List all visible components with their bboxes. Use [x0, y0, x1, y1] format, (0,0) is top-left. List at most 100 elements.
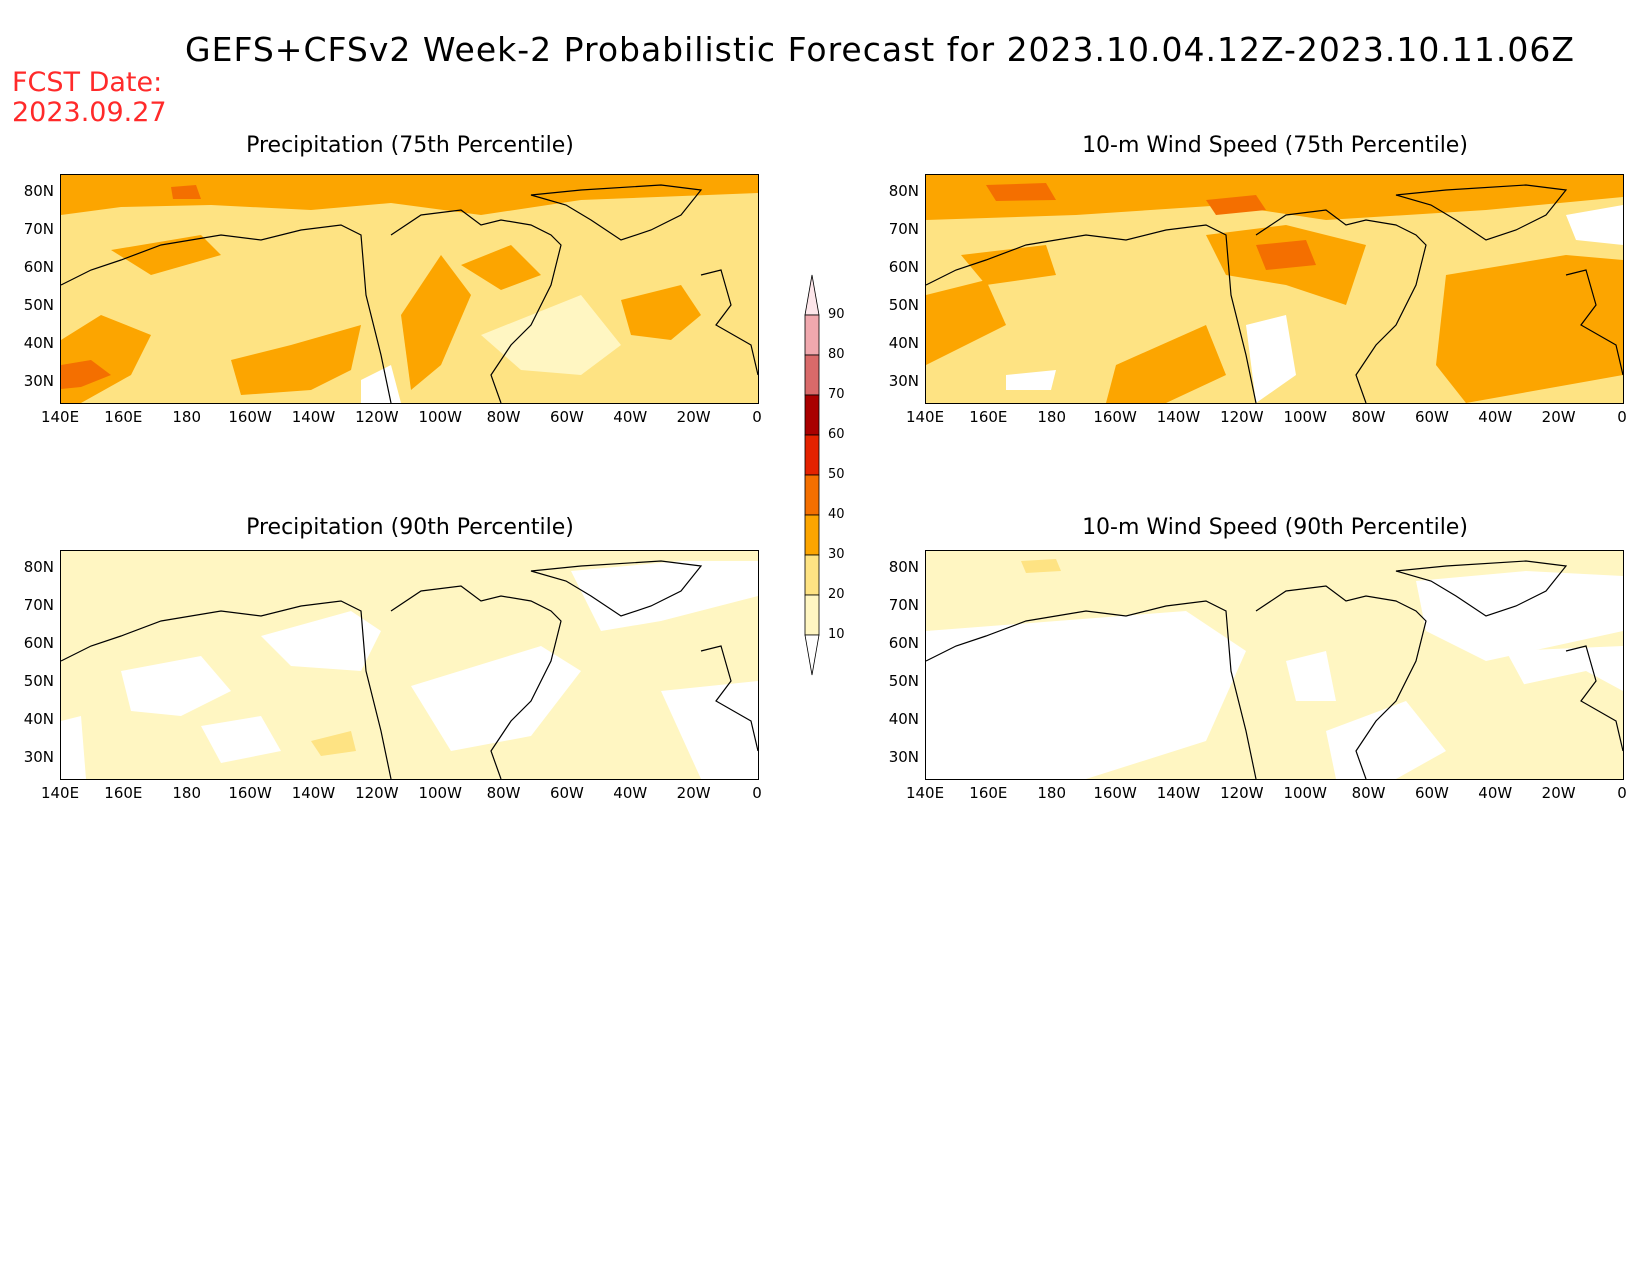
lat-tick-label: 30N: [888, 748, 919, 766]
lat-tick-label: 40N: [888, 334, 919, 352]
map-wind-90: [925, 550, 1624, 780]
probability-region: [926, 280, 1006, 365]
main-title: GEFS+CFSv2 Week-2 Probabilistic Forecast…: [185, 30, 1575, 69]
lon-tick-label: 160W: [228, 408, 272, 426]
lon-tick-label: 120W: [1220, 784, 1264, 802]
probability-region: [926, 611, 1246, 779]
forecast-date-value: 2023.09.27: [12, 97, 167, 128]
lat-tick-label: 60N: [23, 634, 54, 652]
probability-region: [171, 185, 201, 199]
probability-region: [411, 646, 581, 751]
lon-tick-label: 80W: [486, 408, 521, 426]
map-precip-90: [60, 550, 759, 780]
lat-tick-label: 70N: [888, 596, 919, 614]
probability-region: [1566, 205, 1623, 245]
lon-tick-label: 180: [172, 408, 202, 426]
panel-title-precip-90: Precipitation (90th Percentile): [246, 515, 574, 540]
lon-tick-label: 140E: [40, 784, 80, 802]
lon-tick-label: 40W: [613, 784, 648, 802]
map-precip-75: [60, 174, 759, 404]
lat-tick-label: 50N: [888, 672, 919, 690]
probability-region: [1106, 325, 1226, 403]
lon-tick-label: 140W: [1156, 784, 1201, 802]
lon-tick-label: 120W: [355, 408, 399, 426]
probability-region: [1206, 195, 1266, 215]
probability-region: [61, 360, 111, 389]
probability-region: [121, 656, 231, 716]
probability-region: [481, 295, 621, 375]
map-field: [926, 175, 1623, 403]
lon-tick-label: 160W: [228, 784, 272, 802]
lon-tick-label: 140E: [40, 408, 80, 426]
lon-tick-label: 0: [1617, 784, 1627, 802]
lon-tick-label: 140E: [905, 408, 945, 426]
lon-tick-label: 100W: [418, 408, 462, 426]
colorbar-segment: [804, 394, 820, 436]
lat-tick-label: 40N: [23, 334, 54, 352]
lat-tick-label: 60N: [888, 634, 919, 652]
probability-region: [261, 611, 381, 671]
colorbar-segment: [804, 514, 820, 556]
lon-tick-label: 80W: [1351, 784, 1386, 802]
lat-tick-label: 70N: [888, 220, 919, 238]
lat-tick-label: 80N: [23, 558, 54, 576]
probability-region: [1326, 701, 1446, 779]
colorbar-top-triangle: [804, 274, 820, 316]
colorbar-tick-label: 80: [828, 347, 845, 362]
lon-tick-label: 100W: [1283, 784, 1327, 802]
colorbar-tick-label: 30: [828, 547, 845, 562]
lon-tick-label: 60W: [549, 408, 584, 426]
colorbar: [804, 274, 820, 676]
probability-region: [111, 235, 221, 275]
probability-region: [1416, 571, 1623, 661]
lon-tick-label: 80W: [1351, 408, 1386, 426]
lat-tick-label: 80N: [888, 182, 919, 200]
lat-tick-label: 80N: [888, 558, 919, 576]
probability-region: [61, 175, 758, 215]
probability-region: [361, 365, 401, 403]
lon-tick-label: 40W: [1478, 408, 1513, 426]
lat-tick-label: 30N: [23, 748, 54, 766]
lon-tick-label: 60W: [1414, 784, 1449, 802]
lon-tick-label: 20W: [1541, 408, 1576, 426]
lat-tick-label: 70N: [23, 220, 54, 238]
lon-tick-label: 40W: [613, 408, 648, 426]
lon-tick-label: 160E: [104, 408, 143, 426]
forecast-date-label: FCST Date:: [12, 67, 163, 98]
probability-region: [661, 681, 758, 779]
coastline: [926, 184, 1623, 403]
probability-region: [1256, 240, 1316, 270]
lat-tick-label: 40N: [23, 710, 54, 728]
lon-tick-label: 0: [752, 784, 762, 802]
colorbar-segment: [804, 354, 820, 396]
probability-region: [401, 255, 471, 390]
colorbar-tick-label: 90: [828, 307, 845, 322]
coastline: [926, 560, 1623, 779]
lat-tick-label: 30N: [23, 372, 54, 390]
lon-tick-label: 160E: [104, 784, 143, 802]
lon-tick-label: 180: [172, 784, 202, 802]
probability-region: [61, 716, 86, 779]
lon-tick-label: 180: [1037, 408, 1067, 426]
probability-region: [926, 175, 1623, 220]
probability-region: [1021, 559, 1061, 573]
probability-region: [1436, 255, 1623, 403]
colorbar-segment: [804, 434, 820, 476]
probability-region: [621, 285, 701, 340]
lat-tick-label: 30N: [888, 372, 919, 390]
map-field: [61, 175, 758, 403]
lon-tick-label: 160E: [969, 784, 1008, 802]
lon-tick-label: 40W: [1478, 784, 1513, 802]
map-wind-75: [925, 174, 1624, 404]
panel-title-wind-90: 10-m Wind Speed (90th Percentile): [1082, 515, 1468, 540]
lat-tick-label: 40N: [888, 710, 919, 728]
lon-tick-label: 140W: [291, 408, 336, 426]
lat-tick-label: 70N: [23, 596, 54, 614]
colorbar-segment: [804, 594, 820, 636]
lon-tick-label: 60W: [549, 784, 584, 802]
probability-region: [311, 731, 356, 756]
colorbar-tick-label: 20: [828, 587, 845, 602]
lon-tick-label: 20W: [676, 784, 711, 802]
colorbar-tick-label: 70: [828, 387, 845, 402]
colorbar-segment: [804, 314, 820, 356]
